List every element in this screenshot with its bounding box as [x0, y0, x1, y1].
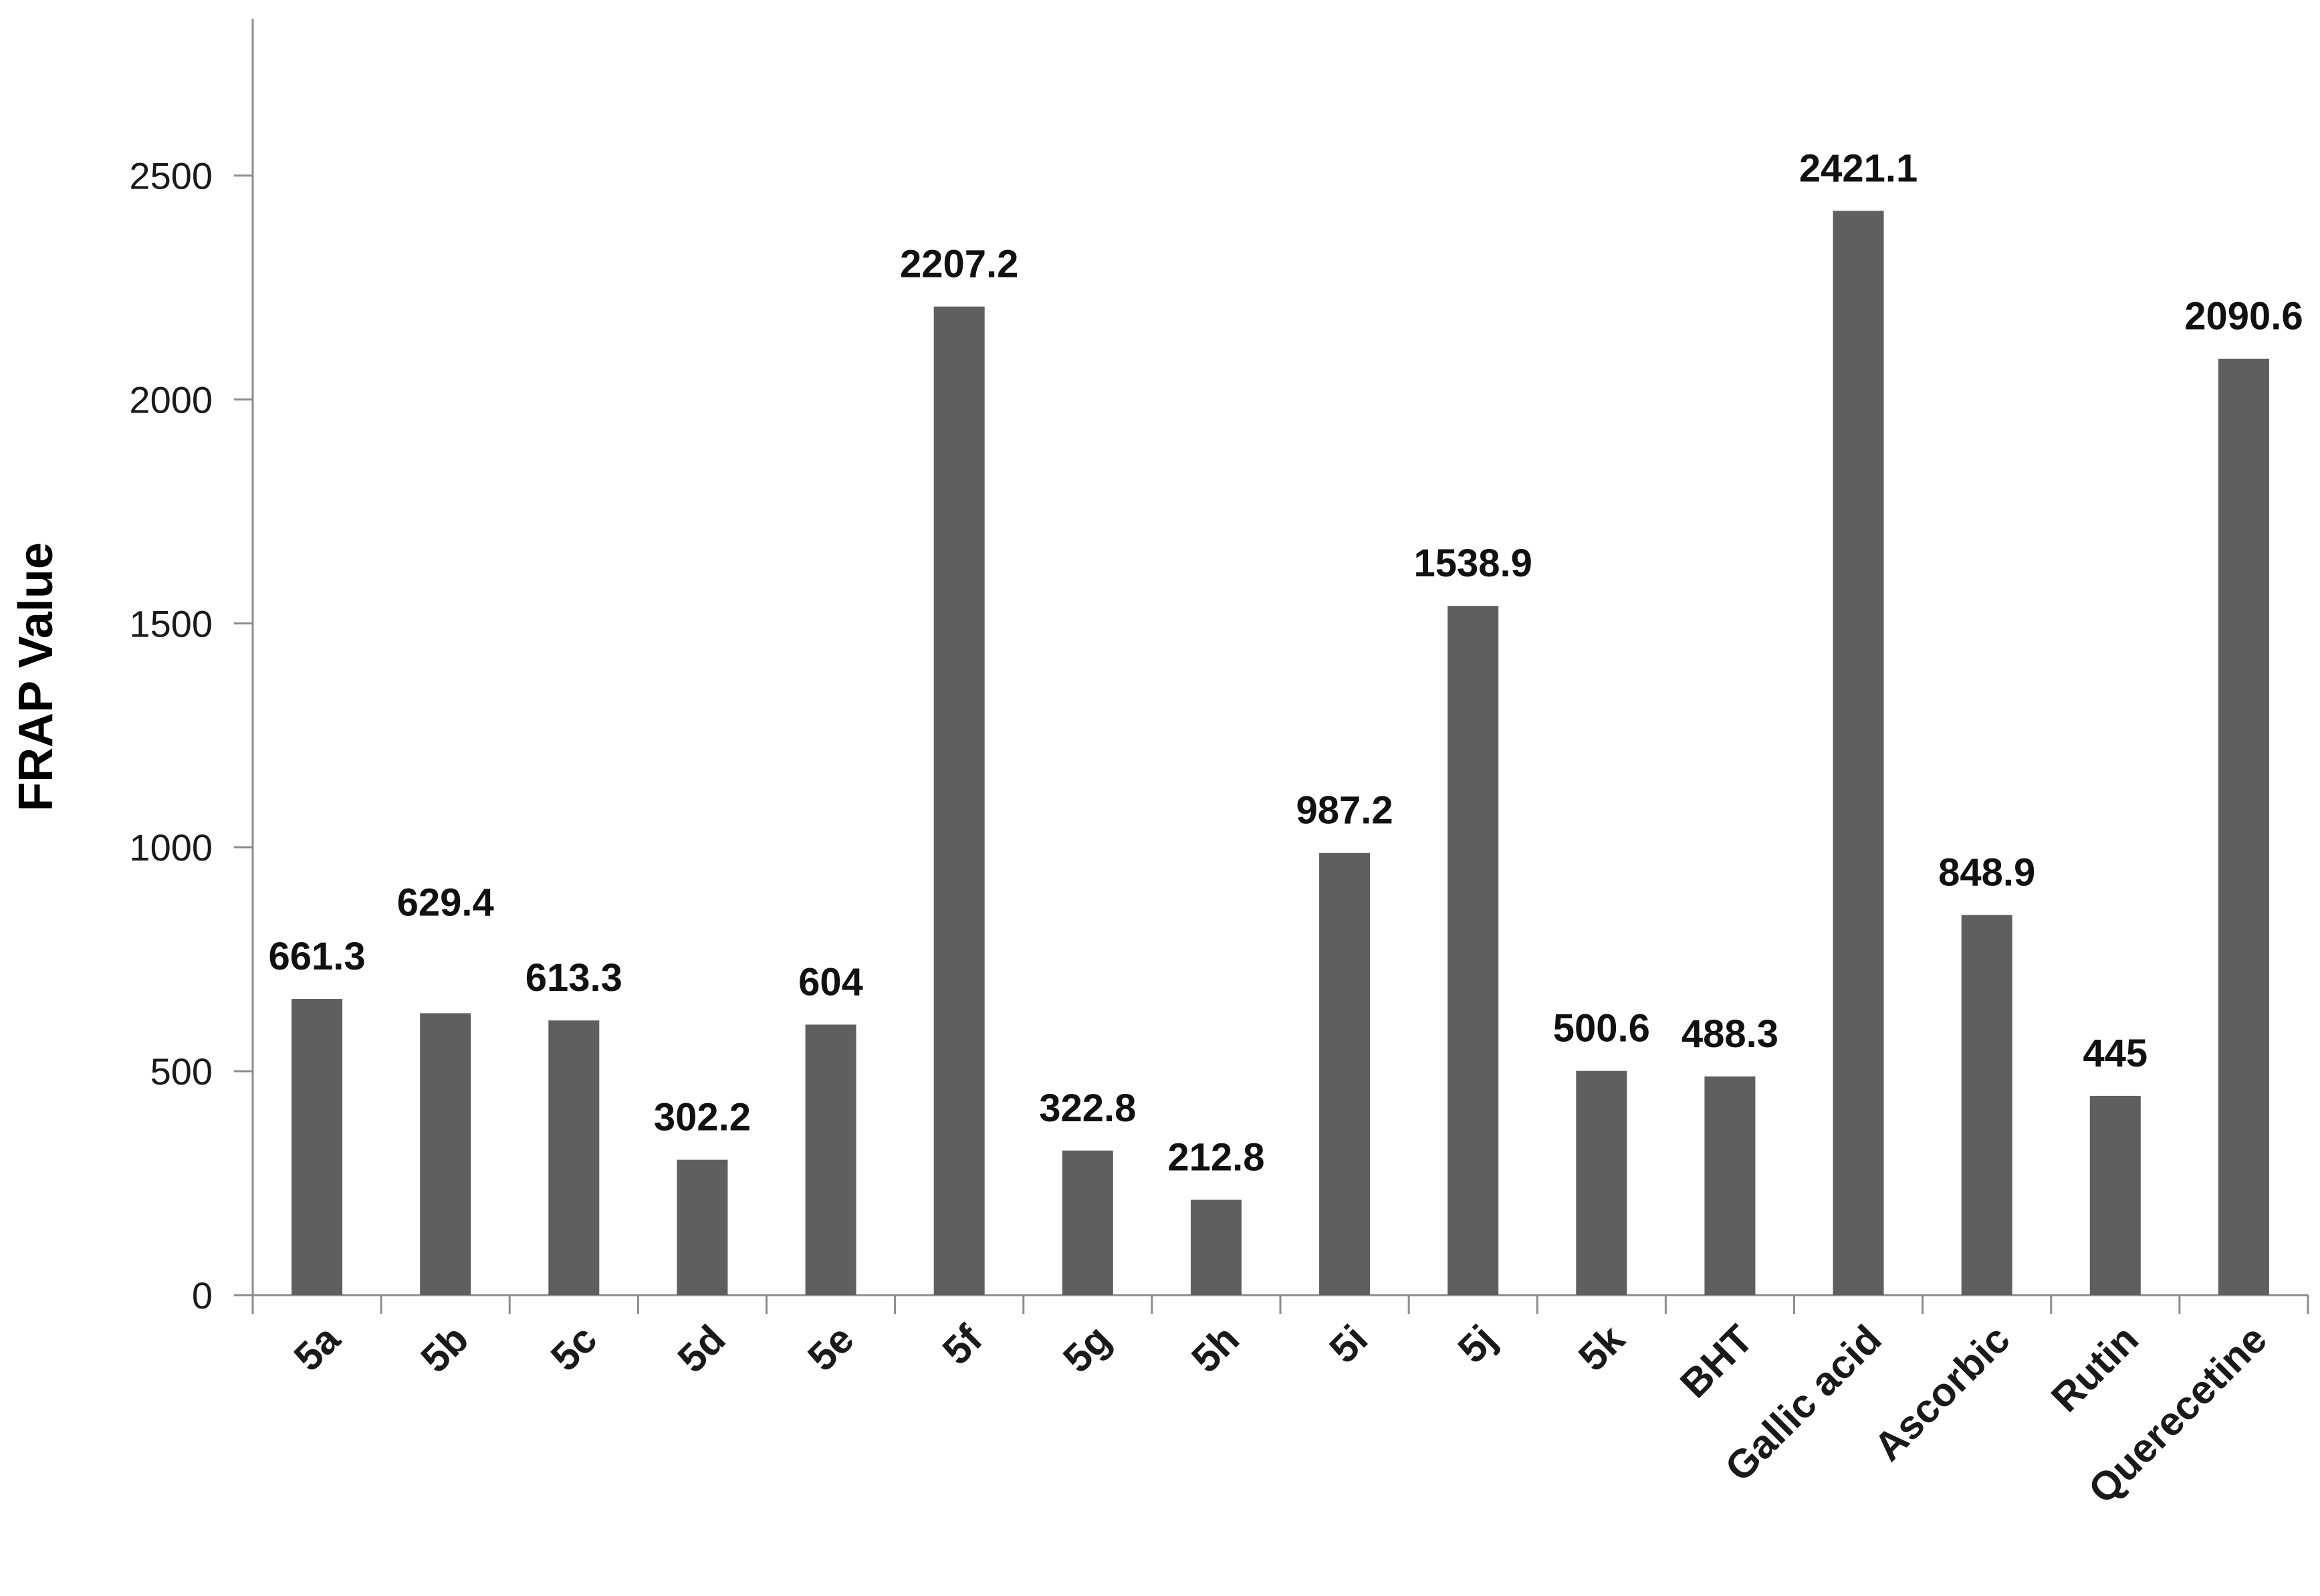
- data-label: 1538.9: [1413, 542, 1532, 585]
- x-category-label: 5i: [1320, 1317, 1376, 1372]
- x-category-label: 5g: [1054, 1317, 1119, 1381]
- bar-5g: [1062, 1150, 1113, 1295]
- bar-5e: [805, 1024, 856, 1295]
- y-tick-label: 2000: [129, 378, 213, 421]
- x-category-label: 5k: [1570, 1316, 1633, 1379]
- y-tick-label: 2500: [129, 154, 213, 197]
- bar-5i: [1319, 852, 1371, 1295]
- data-label: 500.6: [1553, 1007, 1650, 1050]
- data-label: 987.2: [1296, 789, 1393, 832]
- bar-5d: [677, 1159, 728, 1295]
- data-label: 212.8: [1167, 1135, 1264, 1179]
- x-category-label: 5h: [1183, 1317, 1248, 1381]
- data-label: 322.8: [1039, 1087, 1136, 1130]
- data-label: 661.3: [268, 935, 365, 978]
- data-label: 848.9: [1938, 850, 2035, 894]
- bar-5h: [1190, 1200, 1242, 1295]
- x-category-label: BHT: [1671, 1317, 1762, 1407]
- x-category-label: 5e: [799, 1317, 862, 1380]
- x-category-label: 5j: [1449, 1317, 1505, 1372]
- bar-5b: [420, 1013, 471, 1295]
- data-label: 613.3: [526, 956, 622, 1000]
- data-label: 488.3: [1681, 1012, 1778, 1056]
- y-axis-title: FRAP Value: [9, 542, 63, 812]
- bar-gallic-acid: [1833, 211, 1884, 1296]
- data-label: 302.2: [654, 1096, 751, 1139]
- x-category-label: 5b: [412, 1317, 477, 1381]
- data-label: 2090.6: [2184, 295, 2303, 338]
- data-label: 604: [798, 960, 863, 1004]
- x-category-label: 5a: [285, 1316, 349, 1379]
- data-label: 445: [2083, 1032, 2148, 1075]
- bar-rutin: [2089, 1095, 2141, 1295]
- bar-5f: [933, 306, 985, 1295]
- data-label: 629.4: [397, 881, 494, 924]
- bar-5k: [1576, 1070, 1627, 1295]
- bar-bht: [1704, 1076, 1756, 1295]
- x-category-label: 5c: [542, 1317, 606, 1380]
- y-tick-label: 1000: [129, 826, 213, 869]
- bar-ascorbic: [1961, 915, 2012, 1295]
- y-tick-label: 1500: [129, 602, 213, 645]
- bar-5a: [292, 999, 343, 1295]
- bar-5c: [548, 1020, 600, 1295]
- x-category-label: 5f: [934, 1316, 992, 1373]
- y-tick-label: 0: [192, 1274, 213, 1317]
- bar-5j: [1447, 606, 1499, 1295]
- y-tick-label: 500: [150, 1050, 213, 1093]
- x-category-label: Rutin: [2043, 1317, 2147, 1421]
- data-label: 2421.1: [1799, 146, 1918, 190]
- x-category-label: Ascorbic: [1865, 1317, 2018, 1470]
- data-label: 2207.2: [900, 243, 1018, 286]
- x-category-label: 5d: [669, 1317, 734, 1381]
- bar-querecetine: [2218, 358, 2269, 1295]
